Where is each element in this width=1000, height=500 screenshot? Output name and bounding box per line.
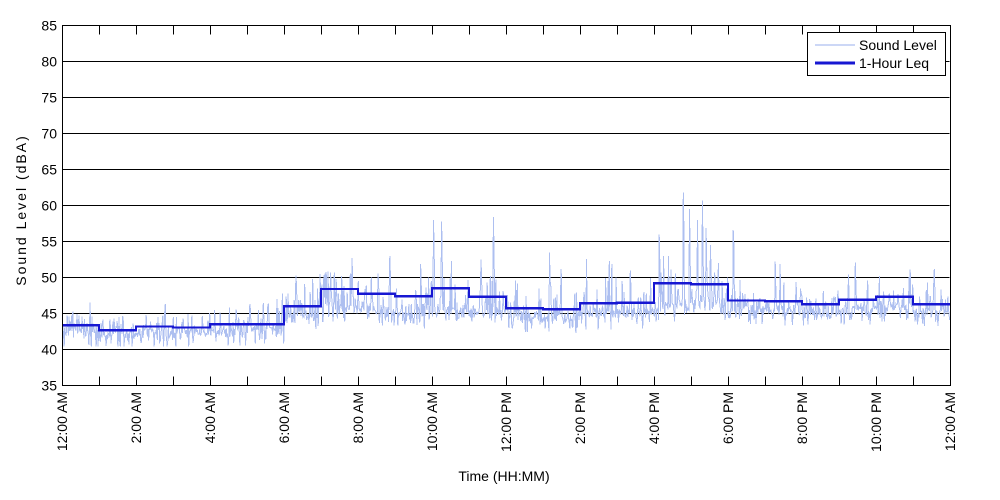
- svg-text:6:00 PM: 6:00 PM: [720, 392, 736, 444]
- svg-text:2:00 AM: 2:00 AM: [128, 392, 144, 443]
- svg-text:2:00 PM: 2:00 PM: [572, 392, 588, 444]
- svg-text:8:00 PM: 8:00 PM: [794, 392, 810, 444]
- svg-text:4:00 PM: 4:00 PM: [646, 392, 662, 444]
- svg-text:Time (HH:MM): Time (HH:MM): [458, 468, 549, 484]
- svg-text:Sound Level (dBA): Sound Level (dBA): [13, 134, 29, 286]
- svg-text:12:00 AM: 12:00 AM: [942, 392, 958, 451]
- svg-text:60: 60: [41, 197, 57, 213]
- svg-text:4:00 AM: 4:00 AM: [202, 392, 218, 443]
- svg-text:10:00 PM: 10:00 PM: [868, 392, 884, 452]
- svg-text:45: 45: [41, 305, 57, 321]
- svg-text:12:00 PM: 12:00 PM: [498, 392, 514, 452]
- svg-text:10:00 AM: 10:00 AM: [424, 392, 440, 451]
- svg-text:40: 40: [41, 341, 57, 357]
- svg-text:35: 35: [41, 377, 57, 393]
- svg-text:1-Hour Leq: 1-Hour Leq: [859, 55, 929, 71]
- svg-text:50: 50: [41, 269, 57, 285]
- svg-text:65: 65: [41, 161, 57, 177]
- svg-text:70: 70: [41, 125, 57, 141]
- svg-text:85: 85: [41, 17, 57, 33]
- svg-text:8:00 AM: 8:00 AM: [350, 392, 366, 443]
- svg-text:6:00 AM: 6:00 AM: [276, 392, 292, 443]
- svg-text:55: 55: [41, 233, 57, 249]
- svg-text:75: 75: [41, 89, 57, 105]
- svg-text:Sound Level: Sound Level: [859, 37, 937, 53]
- svg-text:80: 80: [41, 53, 57, 69]
- svg-text:12:00 AM: 12:00 AM: [54, 392, 70, 451]
